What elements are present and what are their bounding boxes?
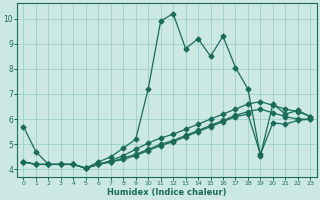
X-axis label: Humidex (Indice chaleur): Humidex (Indice chaleur): [107, 188, 227, 197]
